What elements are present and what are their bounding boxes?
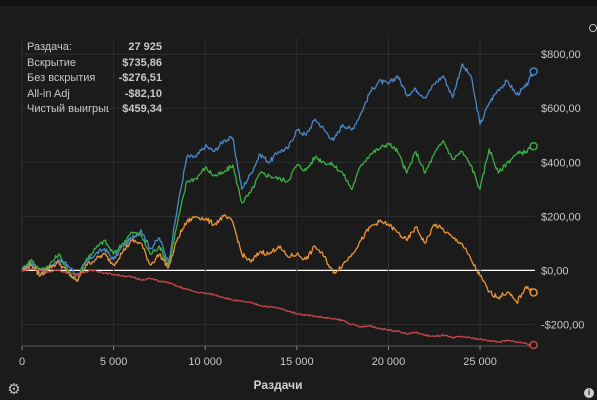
stat-label: Чистый выигрыш (27, 103, 109, 115)
stat-value: -$276,51 (118, 72, 162, 84)
x-tick-label: 25 000 (463, 356, 497, 368)
stat-label: All-in Adj (27, 87, 70, 100)
y-tick-label: -$200,00 (541, 319, 584, 331)
series-line-1 (21, 140, 535, 282)
x-tick-label: 0 (19, 356, 25, 368)
stat-row-allin-adj: All-in Adj -$82,10 (27, 87, 162, 103)
stat-value: -$82,10 (124, 87, 162, 100)
series-end-marker-0 (529, 67, 538, 76)
zoom-reset-icon[interactable] (589, 24, 597, 32)
info-icon[interactable]: i (584, 388, 594, 398)
stat-value: 27 925 (128, 41, 162, 53)
stat-row-net-won: Чистый выигрыш $459,34 (27, 102, 162, 118)
series-end-marker-1 (529, 141, 538, 151)
x-axis-label: Раздачи (254, 378, 303, 392)
series-line-2 (22, 214, 535, 304)
y-tick-label: $200,00 (541, 211, 581, 223)
plot-background (22, 38, 535, 346)
series-line-0 (21, 63, 535, 277)
y-tick-label: $600,00 (541, 103, 581, 115)
x-tick-label: 5 000 (100, 356, 128, 368)
stat-label: Раздача: (27, 41, 72, 53)
x-axis: 0 5 000 10 000 15 000 20 000 25 000 (19, 38, 535, 368)
series-layer (21, 63, 538, 350)
plot-area (22, 38, 535, 346)
stat-row-hands: Раздача: 27 925 (27, 40, 162, 56)
stat-label: Без вскрытия (27, 72, 96, 84)
top-bar (0, 0, 597, 6)
stat-row-showdown: Вскрытие $735,86 (27, 56, 162, 72)
y-tick-label: $400,00 (541, 157, 581, 169)
series-line-3 (21, 268, 534, 346)
stat-label: Вскрытие (27, 56, 76, 69)
series-end-marker-3 (529, 340, 538, 350)
stat-row-non-showdown: Без вскрытия -$276,51 (27, 71, 162, 87)
x-tick-label: 10 000 (188, 356, 222, 368)
x-tick-label: 20 000 (372, 356, 406, 368)
y-axis: -$200,00 $0,00 $200,00 $400,00 $600,00 $800,0… (22, 49, 584, 331)
gear-icon[interactable]: ⚙ (7, 381, 21, 398)
x-tick-label: 15 000 (280, 356, 314, 368)
y-tick-label: $800,00 (541, 49, 581, 61)
y-tick-label: $0,00 (541, 265, 569, 277)
series-end-marker-2 (529, 288, 538, 297)
stats-panel: Раздача: 27 925 Вскрытие $735,86 Без вск… (27, 40, 162, 118)
stat-value: $459,34 (122, 103, 162, 115)
stat-value: $735,86 (122, 56, 162, 69)
